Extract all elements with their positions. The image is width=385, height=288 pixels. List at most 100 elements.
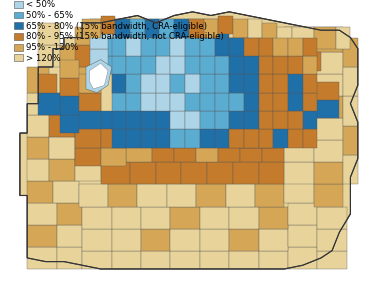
Polygon shape	[123, 56, 141, 74]
Polygon shape	[57, 225, 82, 247]
Polygon shape	[211, 129, 229, 148]
Polygon shape	[49, 115, 75, 137]
Polygon shape	[119, 111, 137, 129]
Polygon shape	[244, 129, 259, 148]
Polygon shape	[171, 93, 185, 111]
Polygon shape	[248, 19, 262, 37]
Polygon shape	[152, 71, 167, 85]
Polygon shape	[75, 129, 101, 148]
Polygon shape	[119, 129, 137, 148]
Polygon shape	[314, 118, 343, 140]
Polygon shape	[218, 16, 233, 34]
Polygon shape	[185, 85, 200, 100]
Polygon shape	[112, 56, 126, 74]
Polygon shape	[303, 93, 317, 111]
Polygon shape	[178, 56, 196, 74]
Polygon shape	[214, 37, 229, 56]
Polygon shape	[244, 37, 259, 56]
Polygon shape	[229, 111, 248, 129]
Polygon shape	[112, 93, 126, 111]
Polygon shape	[284, 96, 314, 118]
Polygon shape	[171, 206, 200, 229]
Polygon shape	[90, 49, 108, 74]
Polygon shape	[314, 185, 343, 206]
Polygon shape	[137, 71, 152, 85]
Polygon shape	[200, 229, 229, 251]
Polygon shape	[156, 56, 171, 74]
Polygon shape	[200, 74, 214, 93]
Polygon shape	[82, 19, 101, 37]
Polygon shape	[240, 37, 259, 56]
Polygon shape	[75, 115, 101, 137]
Polygon shape	[303, 129, 317, 148]
Polygon shape	[27, 203, 57, 225]
Polygon shape	[277, 111, 295, 129]
Polygon shape	[240, 93, 259, 111]
Polygon shape	[185, 111, 200, 129]
Polygon shape	[152, 37, 171, 56]
Polygon shape	[27, 247, 57, 269]
Polygon shape	[60, 67, 86, 93]
Polygon shape	[38, 93, 60, 115]
Polygon shape	[259, 56, 273, 74]
Polygon shape	[259, 111, 277, 129]
Polygon shape	[259, 93, 277, 111]
Polygon shape	[303, 37, 317, 56]
Polygon shape	[189, 19, 204, 37]
Polygon shape	[134, 37, 152, 56]
Polygon shape	[192, 19, 211, 37]
Polygon shape	[284, 52, 314, 74]
Polygon shape	[196, 71, 211, 85]
Polygon shape	[27, 67, 49, 93]
Polygon shape	[116, 19, 130, 37]
Polygon shape	[159, 19, 174, 37]
Polygon shape	[156, 129, 171, 148]
Polygon shape	[185, 37, 200, 56]
Polygon shape	[174, 93, 192, 111]
Polygon shape	[259, 162, 284, 185]
Polygon shape	[104, 56, 123, 74]
Polygon shape	[303, 74, 317, 93]
Polygon shape	[314, 26, 336, 49]
Polygon shape	[211, 93, 229, 111]
Polygon shape	[229, 129, 248, 148]
Polygon shape	[284, 82, 310, 100]
Polygon shape	[288, 37, 303, 56]
Polygon shape	[156, 93, 174, 111]
Polygon shape	[75, 45, 101, 67]
Polygon shape	[79, 185, 108, 206]
Polygon shape	[126, 56, 141, 74]
Polygon shape	[82, 229, 112, 251]
Polygon shape	[229, 74, 244, 93]
Polygon shape	[126, 93, 141, 111]
Polygon shape	[90, 19, 104, 37]
Polygon shape	[317, 251, 347, 269]
Polygon shape	[240, 56, 259, 74]
Polygon shape	[244, 56, 259, 74]
Polygon shape	[185, 129, 200, 148]
Polygon shape	[233, 162, 259, 185]
Polygon shape	[314, 140, 343, 162]
Polygon shape	[277, 56, 295, 74]
Polygon shape	[196, 185, 226, 206]
Polygon shape	[314, 82, 340, 100]
Polygon shape	[192, 111, 211, 129]
Polygon shape	[284, 49, 303, 67]
Polygon shape	[60, 78, 79, 96]
Polygon shape	[82, 251, 112, 269]
Polygon shape	[112, 206, 141, 229]
Polygon shape	[116, 37, 134, 56]
Polygon shape	[273, 37, 288, 56]
Polygon shape	[284, 181, 314, 203]
Polygon shape	[49, 159, 75, 181]
Polygon shape	[171, 251, 200, 269]
Polygon shape	[171, 37, 189, 56]
Polygon shape	[273, 129, 288, 148]
Polygon shape	[259, 74, 277, 93]
Polygon shape	[130, 93, 145, 111]
Polygon shape	[200, 56, 214, 74]
Polygon shape	[137, 19, 156, 37]
Polygon shape	[200, 111, 214, 129]
Polygon shape	[288, 203, 317, 225]
Polygon shape	[192, 93, 211, 111]
